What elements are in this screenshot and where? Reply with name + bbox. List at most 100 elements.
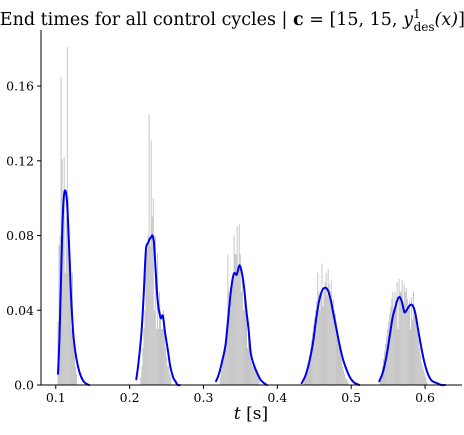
histogram-bar-95: [312, 332, 314, 385]
histogram-bar-33: [154, 235, 156, 385]
histogram-bar-115: [332, 299, 334, 385]
histogram-bar-114: [331, 300, 333, 385]
histogram-bar-1: [58, 244, 60, 385]
histogram-bar-158: [408, 300, 410, 385]
title-argument: (x): [435, 10, 459, 30]
histogram-bar-105: [322, 306, 324, 385]
histogram-bar-32: [153, 310, 155, 385]
histogram-bar-15: [73, 328, 74, 385]
histogram-bar-40: [162, 328, 163, 385]
histogram-bar-166: [417, 332, 419, 385]
histogram-bar-51: [222, 362, 224, 385]
histogram-bar-3: [60, 76, 62, 386]
histogram-bar-159: [410, 328, 411, 385]
histogram-bar-25: [146, 252, 148, 385]
histogram-bar-85: [257, 373, 259, 385]
histogram-bar-111: [328, 284, 330, 385]
histogram-bar-165: [416, 325, 418, 385]
histogram-bar-163: [414, 310, 415, 385]
histogram-bar-87: [303, 377, 305, 385]
histogram-bar-37: [159, 291, 160, 385]
title-vector: c: [293, 10, 304, 30]
histogram-bar-136: [386, 336, 388, 385]
histogram-bar-88: [304, 373, 306, 385]
title-subscript: des: [414, 20, 435, 34]
histogram-bar-129: [347, 381, 349, 385]
histogram-bar-77: [249, 347, 250, 385]
histogram-bar-79: [251, 362, 253, 385]
histogram-bar-72: [243, 291, 245, 385]
x-tick-label-4: 0.5: [341, 390, 361, 405]
histogram-bar-47: [169, 373, 171, 385]
histogram-bar-93: [310, 347, 311, 385]
histogram-bar-126: [344, 373, 346, 385]
x-tick-label-1: 0.2: [120, 390, 140, 405]
x-axis-title: t [s]: [234, 404, 268, 424]
histogram-bar-22: [143, 328, 145, 385]
histogram-bar-146: [396, 282, 398, 385]
histogram-bar-49: [220, 377, 222, 385]
histogram-bar-8: [65, 216, 67, 385]
histogram-bar-86: [258, 377, 260, 385]
histogram-bar-60: [231, 282, 233, 385]
histogram-bar-48: [170, 377, 172, 385]
histogram-bar-57: [228, 291, 230, 385]
histogram-bar-43: [165, 347, 167, 385]
chart-title: End times for all control cycles | c = […: [0, 5, 464, 34]
histogram-bar-41: [163, 310, 165, 385]
histogram-bar-169: [420, 355, 422, 385]
histogram-bar-36: [157, 328, 159, 385]
histogram-bar-140: [390, 306, 392, 385]
histogram-bar-147: [397, 328, 399, 385]
histogram-bar-149: [399, 291, 401, 385]
histogram-bar-141: [391, 299, 393, 385]
histogram-bar-55: [226, 336, 228, 385]
title-prefix: End times for all control cycles |: [0, 10, 293, 30]
histogram-bar-70: [241, 272, 243, 385]
histogram-bar-167: [418, 340, 420, 385]
histogram-bar-23: [144, 310, 146, 385]
histogram-bar-63: [234, 254, 236, 385]
histogram-bar-104: [321, 263, 323, 385]
histogram-bar-119: [337, 328, 338, 385]
histogram-bar-122: [340, 351, 341, 385]
kde-curve-0: [56, 189, 91, 386]
histogram-bar-175: [426, 381, 428, 385]
histogram-bar-75: [247, 347, 248, 385]
histogram-bar-90: [307, 366, 308, 385]
x-axis-unit: [s]: [241, 404, 268, 424]
histogram-bar-6: [63, 157, 65, 385]
histogram-bar-28: [149, 244, 151, 385]
histogram-bar-155: [405, 287, 407, 385]
histogram-bar-116: [333, 310, 335, 385]
histogram-bar-128: [346, 379, 348, 385]
histogram-bar-120: [338, 336, 339, 385]
histogram-bar-118: [336, 321, 337, 385]
title-eq-open: = [15, 15,: [304, 10, 403, 30]
y-tick-label-0: 0.0: [14, 378, 34, 393]
histogram-bar-26: [147, 235, 149, 385]
histogram-bar-125: [343, 370, 345, 385]
histogram-bar-94: [311, 340, 313, 385]
histogram-bar-66: [237, 272, 239, 385]
histogram-bar-102: [319, 310, 321, 385]
histogram-bar-78: [250, 356, 252, 385]
histogram-bar-46: [168, 366, 170, 385]
title-symbol: y: [402, 10, 414, 30]
histogram-bar-65: [236, 226, 238, 385]
histogram-bar-130: [380, 377, 381, 385]
histogram-bar-97: [314, 317, 316, 385]
histogram-bar-92: [309, 355, 310, 385]
histogram-bar-34: [155, 328, 157, 385]
histogram-bar-58: [229, 310, 231, 385]
histogram-bar-123: [341, 358, 343, 385]
histogram-bar-29: [150, 140, 152, 385]
histogram-bar-157: [407, 310, 409, 385]
histogram-bar-173: [424, 373, 426, 385]
histogram-bar-121: [339, 343, 340, 385]
histogram-bar-103: [320, 291, 322, 385]
histogram-bar-174: [425, 377, 427, 385]
x-axis-var: t: [234, 404, 241, 424]
histogram-bar-117: [334, 314, 336, 385]
